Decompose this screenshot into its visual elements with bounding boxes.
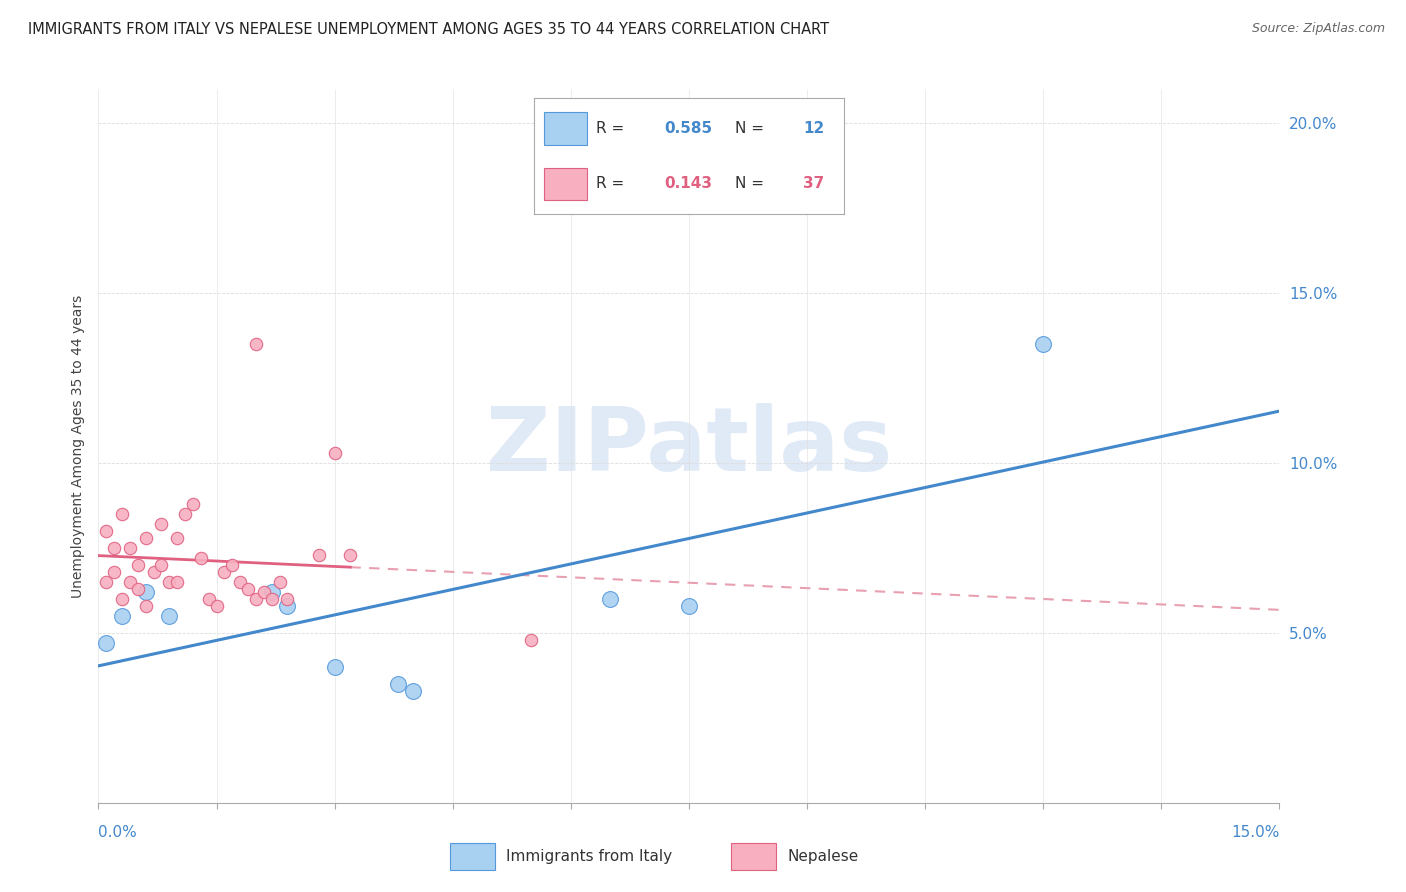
Point xyxy=(135,531,157,545)
Point xyxy=(118,541,141,555)
Point xyxy=(205,599,228,613)
Text: N =: N = xyxy=(735,177,769,192)
Point xyxy=(150,517,173,532)
Text: 0.585: 0.585 xyxy=(664,120,713,136)
Point xyxy=(221,558,243,572)
Point xyxy=(678,599,700,613)
Point xyxy=(402,683,425,698)
Point xyxy=(1032,337,1054,351)
Point xyxy=(157,574,180,589)
Point xyxy=(323,446,346,460)
FancyBboxPatch shape xyxy=(544,168,586,200)
FancyBboxPatch shape xyxy=(450,843,495,870)
Point xyxy=(236,582,259,596)
Text: 15.0%: 15.0% xyxy=(1232,825,1279,840)
Text: ZIPatlas: ZIPatlas xyxy=(486,402,891,490)
Text: IMMIGRANTS FROM ITALY VS NEPALESE UNEMPLOYMENT AMONG AGES 35 TO 44 YEARS CORRELA: IMMIGRANTS FROM ITALY VS NEPALESE UNEMPL… xyxy=(28,22,830,37)
Text: 0.0%: 0.0% xyxy=(98,825,138,840)
Point xyxy=(150,558,173,572)
Point xyxy=(253,585,276,599)
Point xyxy=(181,497,204,511)
Point xyxy=(387,677,409,691)
Point xyxy=(260,585,283,599)
Text: R =: R = xyxy=(596,177,630,192)
Point xyxy=(269,574,291,589)
Point xyxy=(599,591,621,606)
Point xyxy=(135,585,157,599)
Point xyxy=(127,558,149,572)
Text: 0.143: 0.143 xyxy=(664,177,713,192)
Point xyxy=(157,608,180,623)
Point xyxy=(166,574,188,589)
Text: R =: R = xyxy=(596,120,630,136)
Point xyxy=(103,541,125,555)
Point xyxy=(245,337,267,351)
Point xyxy=(96,574,118,589)
Point xyxy=(142,565,165,579)
Point xyxy=(339,548,361,562)
Point xyxy=(118,574,141,589)
Text: Nepalese: Nepalese xyxy=(787,849,859,863)
Point xyxy=(190,551,212,566)
Point xyxy=(245,591,267,606)
Point xyxy=(174,507,197,521)
FancyBboxPatch shape xyxy=(544,112,586,145)
Text: 37: 37 xyxy=(803,177,825,192)
Y-axis label: Unemployment Among Ages 35 to 44 years: Unemployment Among Ages 35 to 44 years xyxy=(70,294,84,598)
Text: N =: N = xyxy=(735,120,769,136)
Point xyxy=(111,608,134,623)
Point xyxy=(111,507,134,521)
Point xyxy=(260,591,283,606)
Point xyxy=(229,574,252,589)
Point xyxy=(96,524,118,538)
Point xyxy=(308,548,330,562)
Point xyxy=(323,660,346,674)
Point xyxy=(214,565,236,579)
Point xyxy=(276,599,298,613)
Point xyxy=(103,565,125,579)
FancyBboxPatch shape xyxy=(731,843,776,870)
Point xyxy=(96,636,118,650)
Point xyxy=(166,531,188,545)
Text: Source: ZipAtlas.com: Source: ZipAtlas.com xyxy=(1251,22,1385,36)
Point xyxy=(135,599,157,613)
Point xyxy=(127,582,149,596)
Point xyxy=(276,591,298,606)
Text: 12: 12 xyxy=(803,120,825,136)
Point xyxy=(197,591,219,606)
Point xyxy=(111,591,134,606)
Text: Immigrants from Italy: Immigrants from Italy xyxy=(506,849,672,863)
Point xyxy=(520,632,543,647)
